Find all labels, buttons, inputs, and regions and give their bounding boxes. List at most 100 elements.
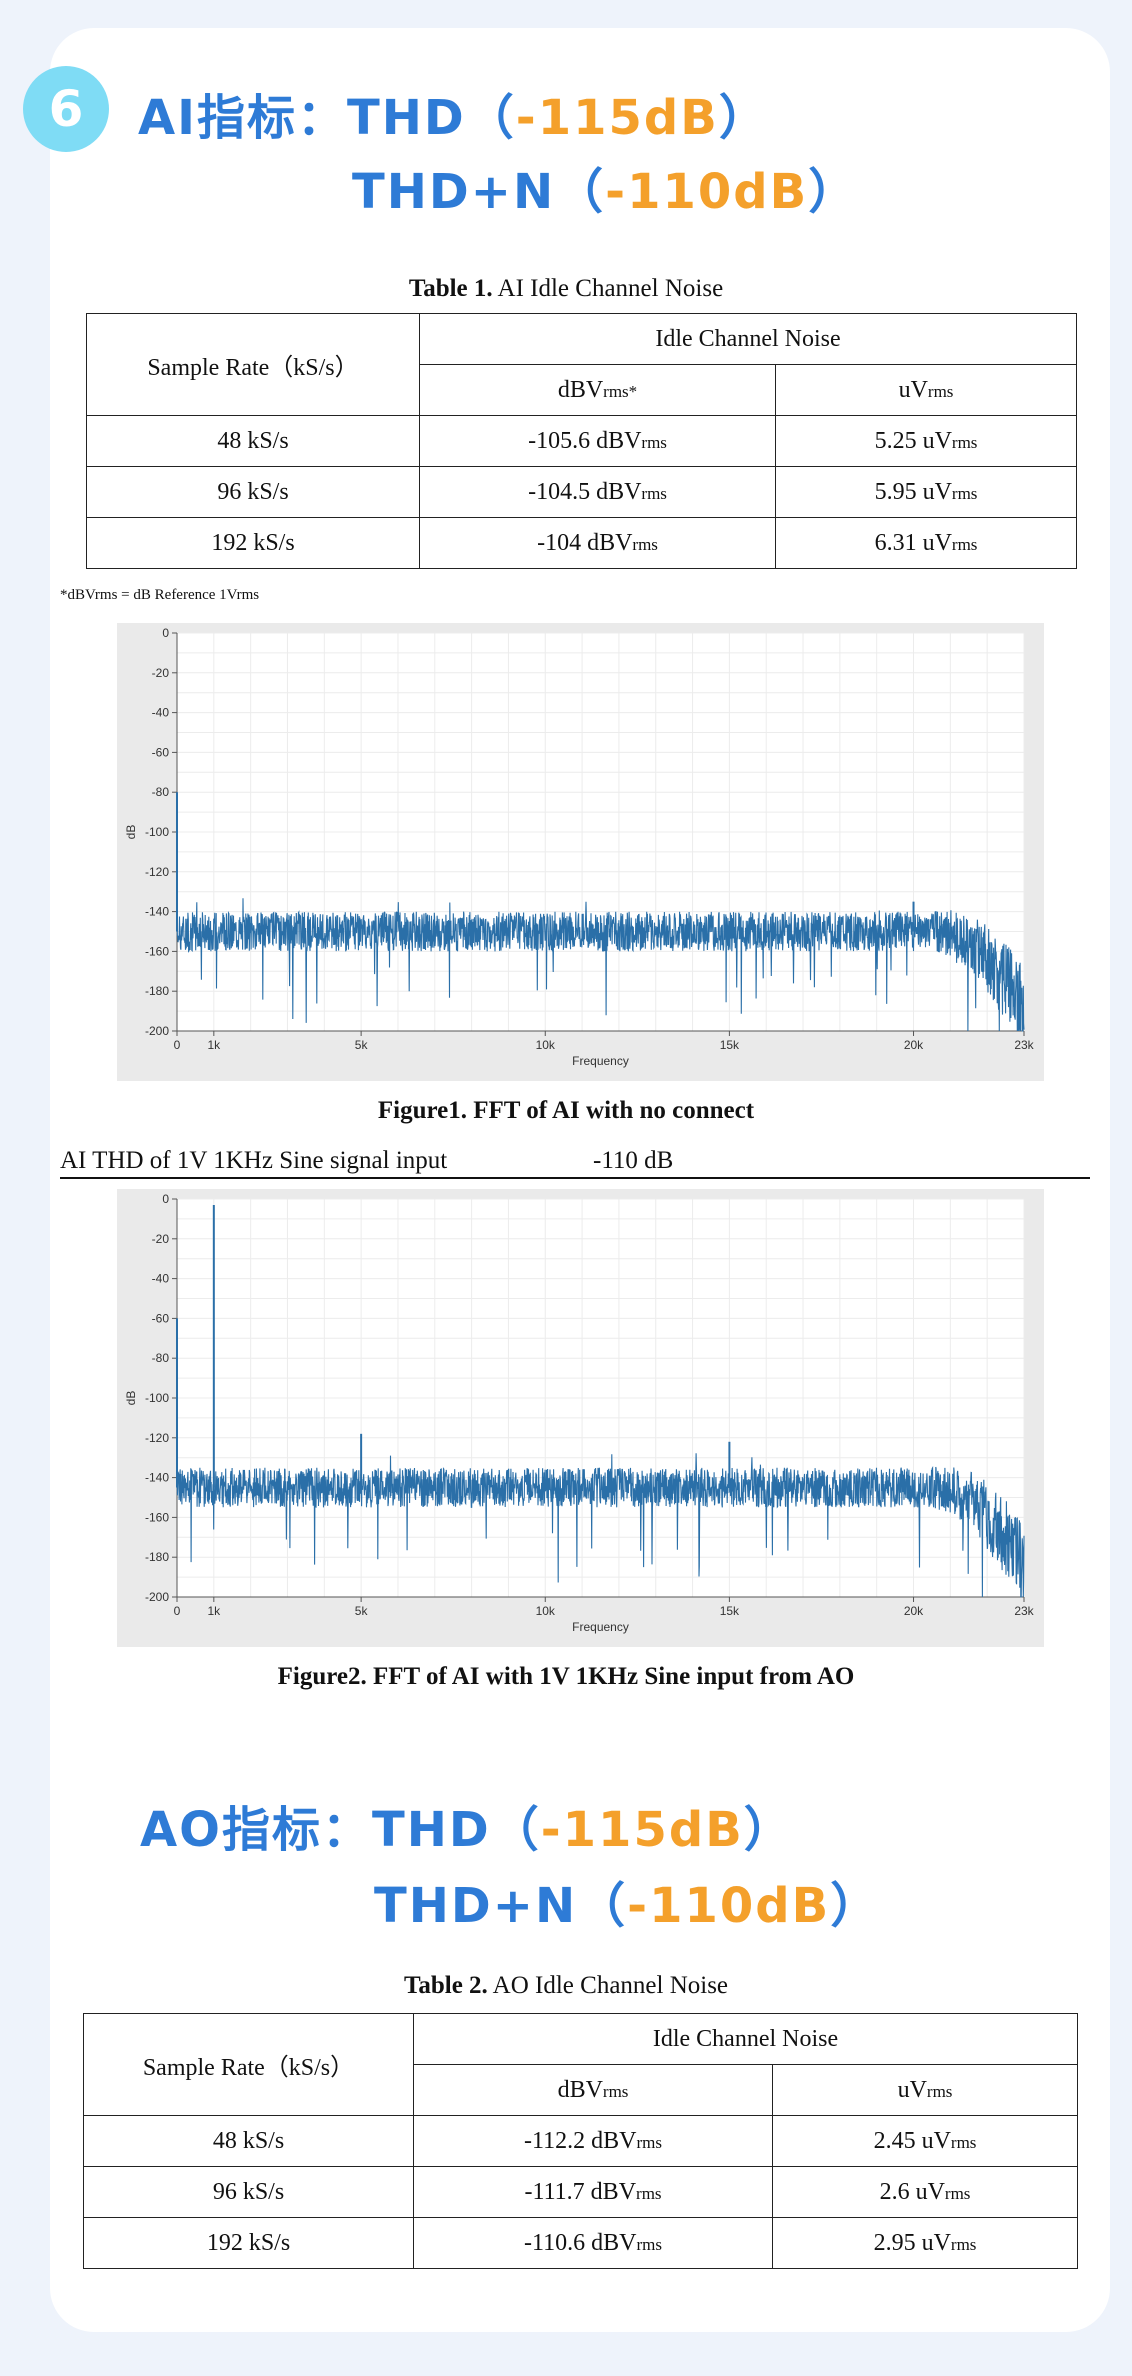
table1-col-uv-sub: rms <box>927 381 954 401</box>
table2-dbv-unit: rms <box>636 2183 662 2203</box>
y-tick-label: -20 <box>152 666 170 680</box>
x-axis-label: Frequency <box>572 1054 629 1068</box>
table1-uv-unit: rms <box>951 483 978 503</box>
ai-heading-line1: AI指标：THD（-115dB） <box>138 78 769 148</box>
x-tick-label: 1k <box>207 1038 221 1052</box>
x-tick-label: 23k <box>1014 1038 1034 1052</box>
table2-uv-cell: 2.6 uV <box>879 2178 945 2205</box>
y-axis-label: dB <box>124 1391 138 1406</box>
section-number-badge: 6 <box>23 66 109 152</box>
table2-uv-cell: 2.45 uV <box>873 2127 951 2154</box>
table2-header-rate: Sample Rate（kS/s） <box>83 2013 414 2116</box>
table1-dbv-cell: -104 dBV <box>537 529 633 556</box>
x-tick-label: 1k <box>207 1604 221 1618</box>
figure2-svg: 0 1k 5k 10k 15k 20k 23k 0 -20 -40 -60 -80 -100 -120 -1… <box>124 1192 1035 1634</box>
y-tick-label: -160 <box>145 944 169 958</box>
y-tick-label: -120 <box>145 865 169 879</box>
ai-thdn-value: -110dB <box>605 164 809 220</box>
x-tick-label: 20k <box>904 1038 924 1052</box>
table1-rate-cell: 96 kS/s <box>217 478 289 505</box>
table2-uv-cell: 2.95 uV <box>873 2229 951 2256</box>
table2-dbv-unit: rms <box>636 2234 662 2254</box>
table1-caption-bold: Table 1. <box>408 275 493 302</box>
x-tick-label: 15k <box>720 1038 740 1052</box>
table2-uv-unit: rms <box>950 2234 977 2254</box>
ao-heading-line2-prefix: THD+N（ <box>374 1878 628 1934</box>
table1-uv-unit: rms <box>951 432 978 452</box>
x-tick-label: 5k <box>355 1604 369 1618</box>
table1-header-rate: Sample Rate（kS/s） <box>86 313 420 416</box>
figure2-caption: Figure2. FFT of AI with 1V 1KHz Sine inp… <box>277 1663 855 1690</box>
table1-row: 48 kS/s -105.6 dBVrms 5.25 uVrms <box>86 415 1078 467</box>
ai-heading-close: ） <box>718 90 769 146</box>
ao-heading-line1: AO指标：THD（-115dB） <box>140 1790 794 1860</box>
table2-col-dbv-sub: rms <box>602 2081 629 2101</box>
table2-row: 96 kS/s -111.7 dBVrms 2.6 uVrms <box>83 2166 1079 2218</box>
y-tick-label: -100 <box>145 1391 169 1405</box>
figure2-chart: 0 1k 5k 10k 15k 20k 23k 0 -20 -40 -60 -80 -100 -120 -1… <box>117 1189 1044 1647</box>
table1-caption-text: AI Idle Channel Noise <box>492 275 724 302</box>
y-tick-label: -80 <box>152 785 170 799</box>
thd-measurement-line: AI THD of 1V 1KHz Sine signal input -110… <box>60 1147 1090 1179</box>
spectrum-trace <box>176 1453 1025 1598</box>
y-tick-label: -120 <box>145 1431 169 1445</box>
table1-col-dbv: dBVrms* <box>419 364 776 416</box>
y-axis-label: dB <box>124 825 138 840</box>
y-tick-label: -60 <box>152 1311 170 1325</box>
spectrum-trace <box>176 898 1025 1032</box>
x-tick-label: 0 <box>174 1038 181 1052</box>
y-tick-label: -160 <box>145 1510 169 1524</box>
table2-col-uv-text: uV <box>897 2076 927 2103</box>
table2-col-uv: uVrms <box>771 2064 1079 2116</box>
y-tick-label: -200 <box>145 1024 169 1038</box>
y-tick-label: 0 <box>162 1192 169 1206</box>
table2-dbv-unit: rms <box>636 2132 662 2152</box>
table1-uv-cell: 5.95 uV <box>874 478 952 505</box>
table1: Sample Rate（kS/s） Idle Channel Noise dBV… <box>86 313 1078 569</box>
ai-heading-line2-close: ） <box>808 164 859 220</box>
table1-header-group: Idle Channel Noise <box>418 313 1078 365</box>
x-tick-label: 0 <box>174 1604 181 1618</box>
table2-rate-cell: 96 kS/s <box>212 2178 285 2205</box>
figure1-caption: Figure1. FFT of AI with no connect <box>377 1097 755 1124</box>
table1-rate-cell: 48 kS/s <box>217 427 289 454</box>
table1-row: 96 kS/s -104.5 dBVrms 5.95 uVrms <box>86 466 1078 518</box>
table1-col-uv-text: uV <box>898 376 928 403</box>
ao-heading-prefix: AO指标：THD（ <box>140 1802 541 1858</box>
table1-rate-cell: 192 kS/s <box>211 529 295 556</box>
table1-dbv-unit: rms <box>641 483 667 503</box>
table1-uv-unit: rms <box>951 534 978 554</box>
table2-caption-bold: Table 2. <box>403 1972 488 1999</box>
figure1-svg: 0 1k 5k 10k 15k 20k 23k 0 -20 -40 -60 -80 -100 -120 -1… <box>124 626 1035 1068</box>
ao-heading-line2: THD+N（-110dB） <box>374 1866 880 1936</box>
table2-row: 192 kS/s -110.6 dBVrms 2.95 uVrms <box>83 2217 1079 2269</box>
ai-heading-prefix: AI指标：THD（ <box>138 90 516 146</box>
y-tick-label: -40 <box>152 706 170 720</box>
table1-uv-cell: 6.31 uV <box>874 529 952 556</box>
table1-dbv-unit: rms <box>641 432 667 452</box>
thd-value: -110 dB <box>593 1147 674 1174</box>
x-tick-label: 5k <box>355 1038 369 1052</box>
ai-heading-line2-prefix: THD+N（ <box>352 164 606 220</box>
table2-row: 48 kS/s -112.2 dBVrms 2.45 uVrms <box>83 2115 1079 2167</box>
ao-heading-line2-close: ） <box>830 1878 881 1934</box>
table1-dbv-cell: -104.5 dBV <box>528 478 642 505</box>
table2-caption-text: AO Idle Channel Noise <box>487 1972 729 1999</box>
table1-row: 192 kS/s -104 dBVrms 6.31 uVrms <box>86 517 1078 569</box>
ai-heading-line2: THD+N（-110dB） <box>352 152 858 222</box>
figure1-chart: 0 1k 5k 10k 15k 20k 23k 0 -20 -40 -60 -80 -100 -120 -1… <box>117 623 1044 1081</box>
table1-dbv-cell: -105.6 dBV <box>528 427 642 454</box>
table2-col-dbv-text: dBV <box>557 2076 603 2103</box>
table1-col-dbv-sub: rms* <box>603 381 638 401</box>
table2-rate-cell: 48 kS/s <box>212 2127 285 2154</box>
x-tick-label: 10k <box>536 1038 556 1052</box>
table2-col-dbv: dBVrms <box>413 2064 773 2116</box>
table2: Sample Rate（kS/s） Idle Channel Noise dBV… <box>83 2013 1079 2269</box>
table1-dbv-unit: rms <box>632 534 658 554</box>
thd-label: AI THD of 1V 1KHz Sine signal input <box>60 1147 448 1174</box>
y-tick-label: -200 <box>145 1590 169 1604</box>
y-tick-label: 0 <box>162 626 169 640</box>
x-tick-label: 23k <box>1014 1604 1034 1618</box>
table2-uv-unit: rms <box>950 2132 977 2152</box>
x-tick-label: 10k <box>536 1604 556 1618</box>
